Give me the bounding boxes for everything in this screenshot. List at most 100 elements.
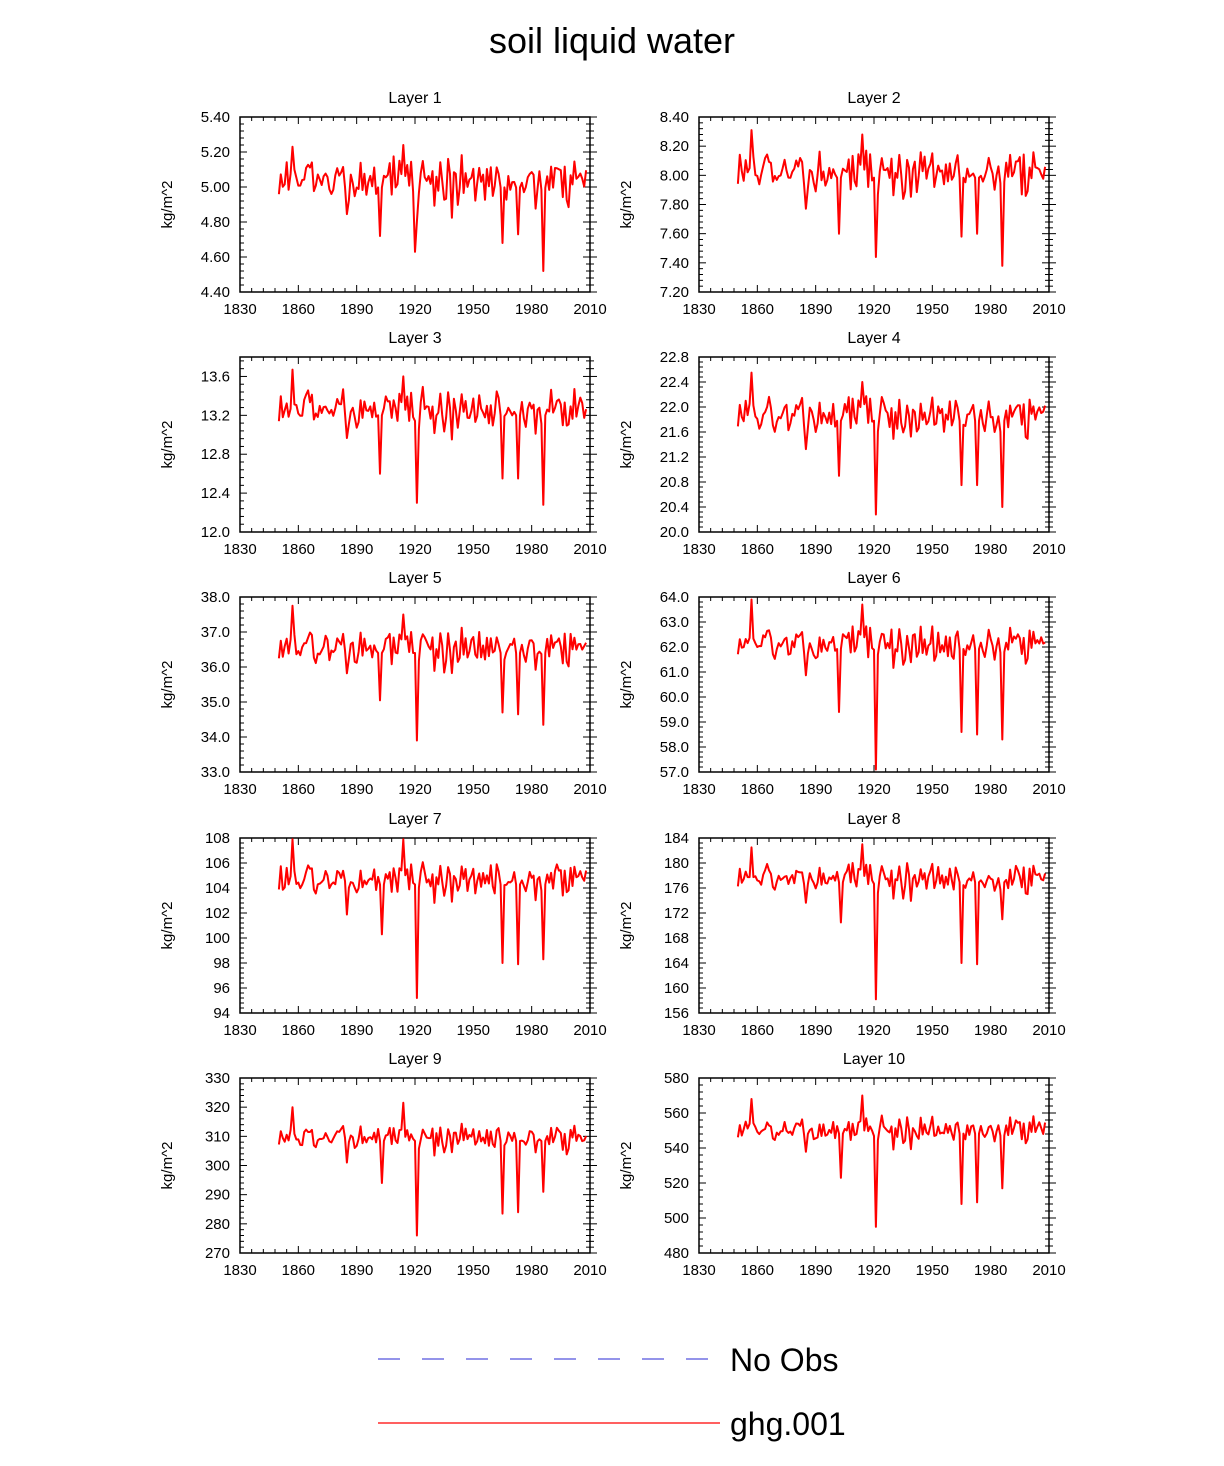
- y-tick-label: 106: [205, 855, 230, 872]
- x-tick-label: 1950: [457, 541, 490, 558]
- series-line-ghg-001: [736, 129, 1047, 267]
- y-tick-label: 310: [205, 1128, 230, 1145]
- x-tick-label: 2010: [1032, 541, 1065, 558]
- x-tick-label: 2010: [573, 541, 606, 558]
- y-tick-label: 5.00: [201, 179, 230, 196]
- x-tick-label: 1890: [799, 541, 832, 558]
- x-tick-label: 1920: [398, 781, 431, 798]
- x-tick-label: 1860: [741, 541, 774, 558]
- x-tick-label: 1830: [682, 781, 715, 798]
- series-line-ghg-001: [277, 368, 588, 506]
- y-tick-label: 172: [664, 905, 689, 922]
- y-tick-label: 94: [213, 1005, 230, 1022]
- y-tick-label: 580: [664, 1070, 689, 1087]
- panel-title: Layer 7: [388, 811, 441, 828]
- y-tick-label: 12.0: [201, 524, 230, 541]
- y-tick-label: 270: [205, 1245, 230, 1262]
- x-tick-label: 1980: [515, 1022, 548, 1039]
- y-tick-label: 20.4: [660, 499, 689, 516]
- y-tick-label: 61.0: [660, 664, 689, 681]
- y-tick-label: 20.0: [660, 524, 689, 541]
- y-tick-label: 21.2: [660, 449, 689, 466]
- panel-title: Layer 5: [388, 570, 441, 587]
- x-tick-label: 1830: [682, 1022, 715, 1039]
- x-tick-label: 1890: [799, 301, 832, 318]
- x-tick-label: 1860: [741, 1022, 774, 1039]
- x-tick-label: 1920: [857, 301, 890, 318]
- y-tick-label: 8.00: [660, 167, 689, 184]
- y-tick-label: 7.40: [660, 255, 689, 272]
- x-tick-label: 1980: [515, 541, 548, 558]
- y-tick-label: 60.0: [660, 689, 689, 706]
- y-axis-label: kg/m^2: [159, 181, 176, 229]
- y-axis-label: kg/m^2: [618, 902, 635, 950]
- x-tick-label: 1830: [682, 1262, 715, 1279]
- y-axis-label: kg/m^2: [159, 1142, 176, 1190]
- y-axis-label: kg/m^2: [618, 1142, 635, 1190]
- series-line-ghg-001: [736, 371, 1047, 516]
- y-tick-label: 38.0: [201, 589, 230, 606]
- y-axis-label: kg/m^2: [618, 661, 635, 709]
- legend: No Obs ghg.001: [378, 1342, 846, 1442]
- series-line-ghg-001: [277, 604, 587, 742]
- y-tick-label: 156: [664, 1005, 689, 1022]
- chart-panel-9: Layer 9 kg/m^2 1830 1860 1890 1920 1950 1980 201…: [159, 1051, 607, 1279]
- x-tick-label: 1950: [457, 301, 490, 318]
- x-tick-label: 1860: [282, 1022, 315, 1039]
- y-tick-label: 180: [664, 855, 689, 872]
- x-tick-label: 1890: [340, 1022, 373, 1039]
- y-tick-label: 4.80: [201, 214, 230, 231]
- y-tick-label: 36.0: [201, 659, 230, 676]
- x-tick-label: 1890: [799, 781, 832, 798]
- x-tick-label: 2010: [573, 781, 606, 798]
- y-tick-label: 160: [664, 980, 689, 997]
- y-tick-label: 13.2: [201, 407, 230, 424]
- y-tick-label: 22.8: [660, 349, 689, 366]
- x-tick-label: 1950: [916, 301, 949, 318]
- x-tick-label: 2010: [573, 301, 606, 318]
- x-tick-label: 1980: [974, 541, 1007, 558]
- y-tick-label: 58.0: [660, 739, 689, 756]
- x-tick-label: 1830: [223, 1022, 256, 1039]
- y-tick-label: 108: [205, 830, 230, 847]
- x-tick-label: 1860: [741, 301, 774, 318]
- y-tick-label: 290: [205, 1187, 230, 1204]
- x-tick-label: 1860: [282, 1262, 315, 1279]
- y-tick-label: 63.0: [660, 614, 689, 631]
- chart-panel-10: Layer 10 kg/m^2 1830 1860 1890 1920 1950 1980 20…: [618, 1051, 1066, 1279]
- y-tick-label: 320: [205, 1099, 230, 1116]
- x-tick-label: 1950: [457, 1262, 490, 1279]
- panel-title: Layer 4: [847, 330, 900, 347]
- y-tick-label: 96: [213, 980, 230, 997]
- panel-title: Layer 6: [847, 570, 900, 587]
- chart-panel-7: Layer 7 kg/m^2 1830 1860 1890 1920 1950 1980 201…: [159, 811, 607, 1039]
- x-tick-label: 1920: [398, 301, 431, 318]
- x-tick-label: 1920: [857, 781, 890, 798]
- x-tick-label: 1890: [340, 541, 373, 558]
- y-tick-label: 33.0: [201, 764, 230, 781]
- x-tick-label: 1920: [857, 1022, 890, 1039]
- y-tick-label: 37.0: [201, 624, 230, 641]
- y-tick-label: 22.4: [660, 374, 689, 391]
- chart-panel-4: Layer 4 kg/m^2 1830 1860 1890 1920 1950 1980 201…: [618, 330, 1066, 558]
- x-tick-label: 2010: [1032, 1262, 1065, 1279]
- y-tick-label: 168: [664, 930, 689, 947]
- y-axis-label: kg/m^2: [618, 421, 635, 469]
- x-tick-label: 1950: [916, 1022, 949, 1039]
- chart-panel-2: Layer 2 kg/m^2 1830 1860 1890 1920 1950 1980 201…: [618, 90, 1066, 318]
- chart-panel-6: Layer 6 kg/m^2 1830 1860 1890 1920 1950 1980 201…: [618, 570, 1066, 798]
- y-axis-label: kg/m^2: [159, 902, 176, 950]
- panel-title: Layer 3: [388, 330, 441, 347]
- legend-label-ghg-001: ghg.001: [730, 1406, 846, 1442]
- y-tick-label: 520: [664, 1175, 689, 1192]
- y-tick-label: 64.0: [660, 589, 689, 606]
- x-tick-label: 2010: [1032, 301, 1065, 318]
- x-tick-label: 1860: [282, 301, 315, 318]
- x-tick-label: 1980: [974, 1022, 1007, 1039]
- x-tick-label: 1920: [857, 541, 890, 558]
- x-tick-label: 1890: [799, 1022, 832, 1039]
- y-tick-label: 34.0: [201, 729, 230, 746]
- y-tick-label: 4.60: [201, 249, 230, 266]
- x-tick-label: 1950: [457, 781, 490, 798]
- y-tick-label: 7.80: [660, 197, 689, 214]
